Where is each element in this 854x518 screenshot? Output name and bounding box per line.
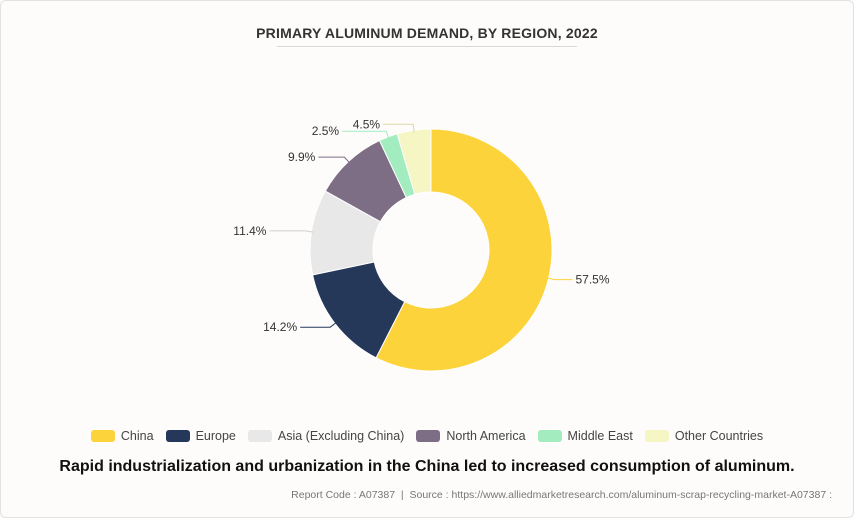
chart-legend: China Europe Asia (Excluding China) North A… bbox=[0, 429, 854, 443]
legend-swatch bbox=[537, 430, 562, 442]
legend-item-north-america[interactable]: North America bbox=[416, 429, 526, 443]
leader-line-other-countries bbox=[383, 123, 415, 133]
legend-label: North America bbox=[446, 429, 526, 443]
leader-line-asia-excluding-china bbox=[269, 230, 314, 233]
leader-line-europe bbox=[300, 321, 337, 328]
data-label-europe: 14.2% bbox=[263, 320, 297, 334]
data-label-china: 57.5% bbox=[575, 273, 609, 287]
report-code: Report Code : A07387 bbox=[291, 489, 396, 501]
chart-title: PRIMARY ALUMINUM DEMAND, BY REGION, 2022 bbox=[256, 25, 598, 41]
donut-chart: 57.5% 14.2% 11.4% 9.9% 2.5% 4.5% bbox=[233, 117, 610, 372]
source-url: Source : https://www.alliedmarketresearc… bbox=[409, 489, 833, 501]
legend-item-other-countries[interactable]: Other Countries bbox=[644, 429, 764, 443]
data-label-middle-east: 2.5% bbox=[312, 124, 340, 138]
data-label-other-countries: 4.5% bbox=[353, 117, 381, 131]
legend-swatch bbox=[416, 430, 441, 442]
leader-line-middle-east bbox=[342, 130, 390, 139]
legend-label: China bbox=[120, 429, 154, 443]
legend-label: Other Countries bbox=[674, 429, 764, 443]
legend-label: Asia (Excluding China) bbox=[277, 429, 405, 443]
legend-swatch bbox=[90, 430, 115, 442]
chart-caption: Rapid industrialization and urbanization… bbox=[59, 458, 795, 475]
legend-swatch bbox=[165, 430, 190, 442]
leader-line-north-america bbox=[318, 156, 351, 164]
slice-china[interactable] bbox=[375, 128, 553, 372]
legend-label: Europe bbox=[195, 429, 236, 443]
legend-swatch bbox=[247, 430, 272, 442]
legend-item-middle-east[interactable]: Middle East bbox=[537, 429, 633, 443]
source-line: Report Code : A07387 | Source : https://… bbox=[291, 489, 832, 501]
legend-item-asia-excluding-china[interactable]: Asia (Excluding China) bbox=[247, 429, 405, 443]
data-label-north-america: 9.9% bbox=[288, 150, 316, 164]
leader-line-china bbox=[546, 277, 573, 281]
data-label-asia-excluding-china: 11.4% bbox=[233, 224, 266, 238]
title-divider bbox=[277, 46, 577, 47]
source-separator: | bbox=[400, 489, 404, 501]
legend-swatch bbox=[644, 430, 669, 442]
slice-other-countries[interactable] bbox=[396, 128, 432, 195]
legend-item-europe[interactable]: Europe bbox=[165, 429, 236, 443]
legend-item-china[interactable]: China bbox=[90, 429, 154, 443]
legend-label: Middle East bbox=[567, 429, 633, 443]
